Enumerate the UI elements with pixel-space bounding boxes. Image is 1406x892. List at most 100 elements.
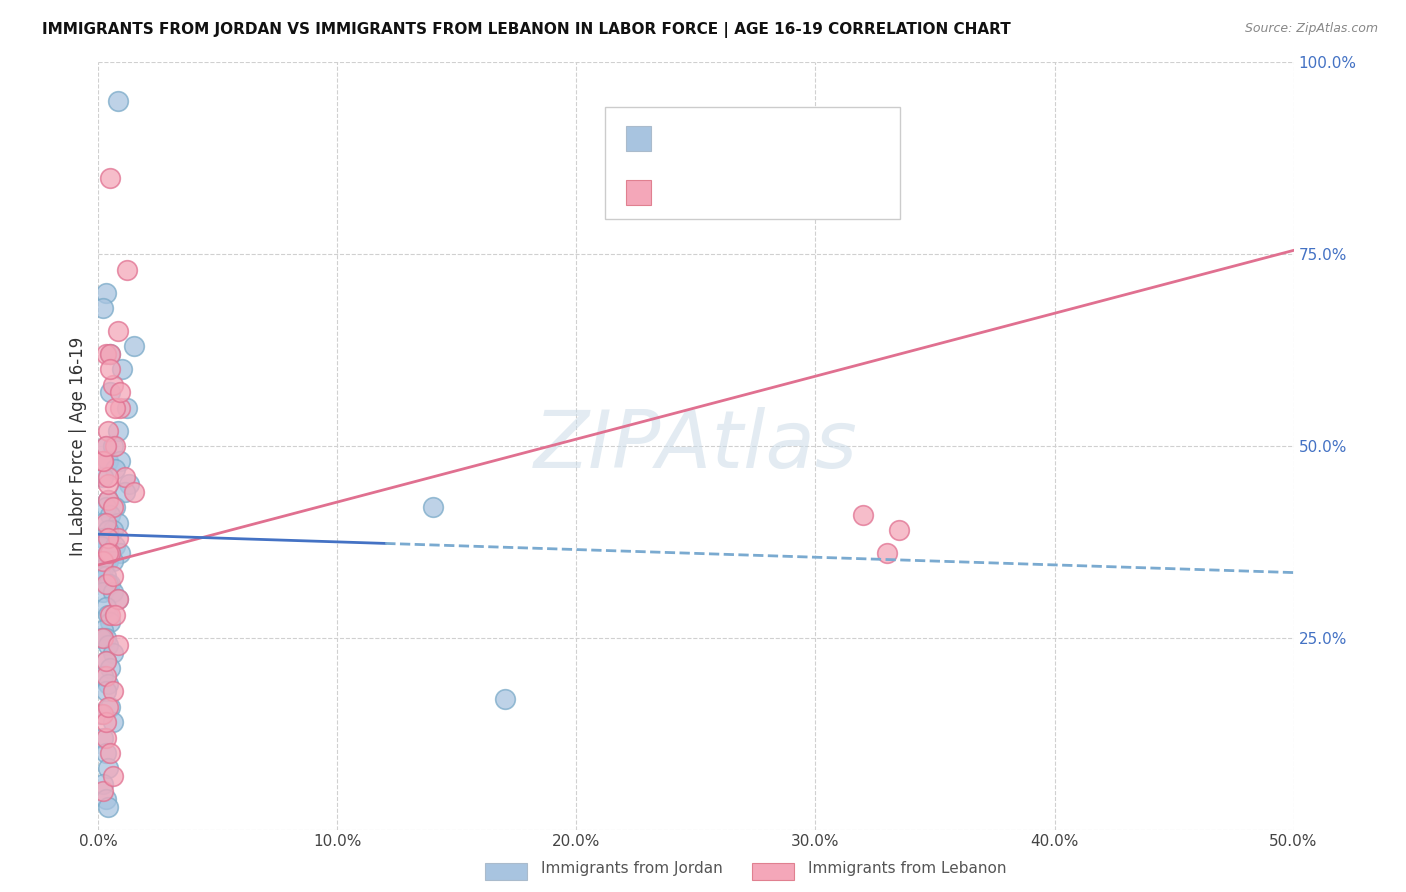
Point [90, 539, 112, 553]
Point [107, 324, 129, 338]
Point [94, 569, 117, 583]
Point [91, 454, 114, 468]
Point [101, 554, 124, 568]
Point [98, 347, 122, 361]
Text: -0.021: -0.021 [718, 131, 775, 149]
Point [852, 508, 875, 522]
Point [97, 554, 120, 568]
Point [94, 285, 117, 300]
Point [97, 699, 120, 714]
Point [94, 654, 117, 668]
Point [91, 516, 114, 530]
Point [97, 546, 120, 560]
Point [97, 492, 120, 507]
Point [97, 677, 120, 691]
Point [101, 684, 124, 698]
Point [104, 500, 127, 515]
Point [104, 539, 127, 553]
Point [97, 524, 120, 538]
Point [91, 731, 114, 745]
Point [876, 546, 898, 560]
Point [101, 439, 124, 453]
Point [101, 524, 124, 538]
Point [94, 439, 117, 453]
Text: Immigrants from Jordan: Immigrants from Jordan [541, 861, 723, 876]
Point [90, 631, 112, 645]
Point [94, 654, 117, 668]
Point [98, 615, 122, 630]
Point [94, 631, 117, 645]
Point [108, 454, 131, 468]
Point [889, 524, 911, 538]
Text: R =: R = [662, 131, 700, 149]
Text: IMMIGRANTS FROM JORDAN VS IMMIGRANTS FROM LEBANON IN LABOR FORCE | AGE 16-19 COR: IMMIGRANTS FROM JORDAN VS IMMIGRANTS FRO… [42, 22, 1011, 38]
Point [97, 761, 120, 775]
Point [104, 401, 127, 415]
Point [108, 401, 131, 415]
Point [422, 500, 444, 515]
Point [107, 639, 129, 653]
Point [101, 646, 124, 660]
Point [107, 592, 129, 607]
Point [101, 377, 124, 392]
Text: 48: 48 [845, 176, 868, 194]
Point [107, 94, 129, 108]
Text: 67: 67 [845, 131, 868, 149]
Point [98, 347, 122, 361]
Point [97, 454, 120, 468]
Point [98, 362, 122, 376]
Point [91, 631, 114, 645]
Point [91, 301, 114, 315]
Text: Immigrants from Lebanon: Immigrants from Lebanon [808, 861, 1007, 876]
Point [91, 707, 114, 722]
Point [94, 746, 117, 760]
Point [91, 562, 114, 576]
Point [107, 592, 129, 607]
Point [115, 401, 138, 415]
Point [98, 746, 122, 760]
Point [94, 531, 117, 545]
Point [90, 707, 112, 722]
Point [91, 776, 114, 790]
Point [124, 339, 146, 353]
Y-axis label: In Labor Force | Age 16-19: In Labor Force | Age 16-19 [69, 336, 87, 556]
Point [97, 639, 120, 653]
Point [97, 477, 120, 491]
Point [91, 623, 114, 637]
Point [115, 262, 138, 277]
Point [94, 577, 117, 591]
Point [101, 500, 124, 515]
Point [98, 170, 122, 185]
Point [97, 607, 120, 622]
Point [104, 439, 127, 453]
Point [108, 546, 131, 560]
Point [94, 669, 117, 683]
Point [107, 531, 129, 545]
Point [98, 385, 122, 400]
Point [97, 424, 120, 438]
Point [111, 362, 134, 376]
Point [118, 477, 141, 491]
Point [91, 669, 114, 683]
Point [98, 546, 122, 560]
Point [94, 600, 117, 615]
Point [98, 607, 122, 622]
Point [91, 784, 114, 798]
Point [94, 439, 117, 453]
Point [97, 799, 120, 814]
Point [101, 584, 124, 599]
Point [94, 500, 117, 515]
Point [94, 554, 117, 568]
Point [94, 347, 117, 361]
Point [104, 607, 127, 622]
Point [494, 692, 516, 706]
Point [97, 492, 120, 507]
Point [90, 569, 112, 583]
Point [114, 469, 136, 483]
Point [94, 731, 117, 745]
Point [91, 554, 114, 568]
Point [98, 508, 122, 522]
Point [94, 516, 117, 530]
Point [98, 546, 122, 560]
Text: N =: N = [797, 131, 837, 149]
